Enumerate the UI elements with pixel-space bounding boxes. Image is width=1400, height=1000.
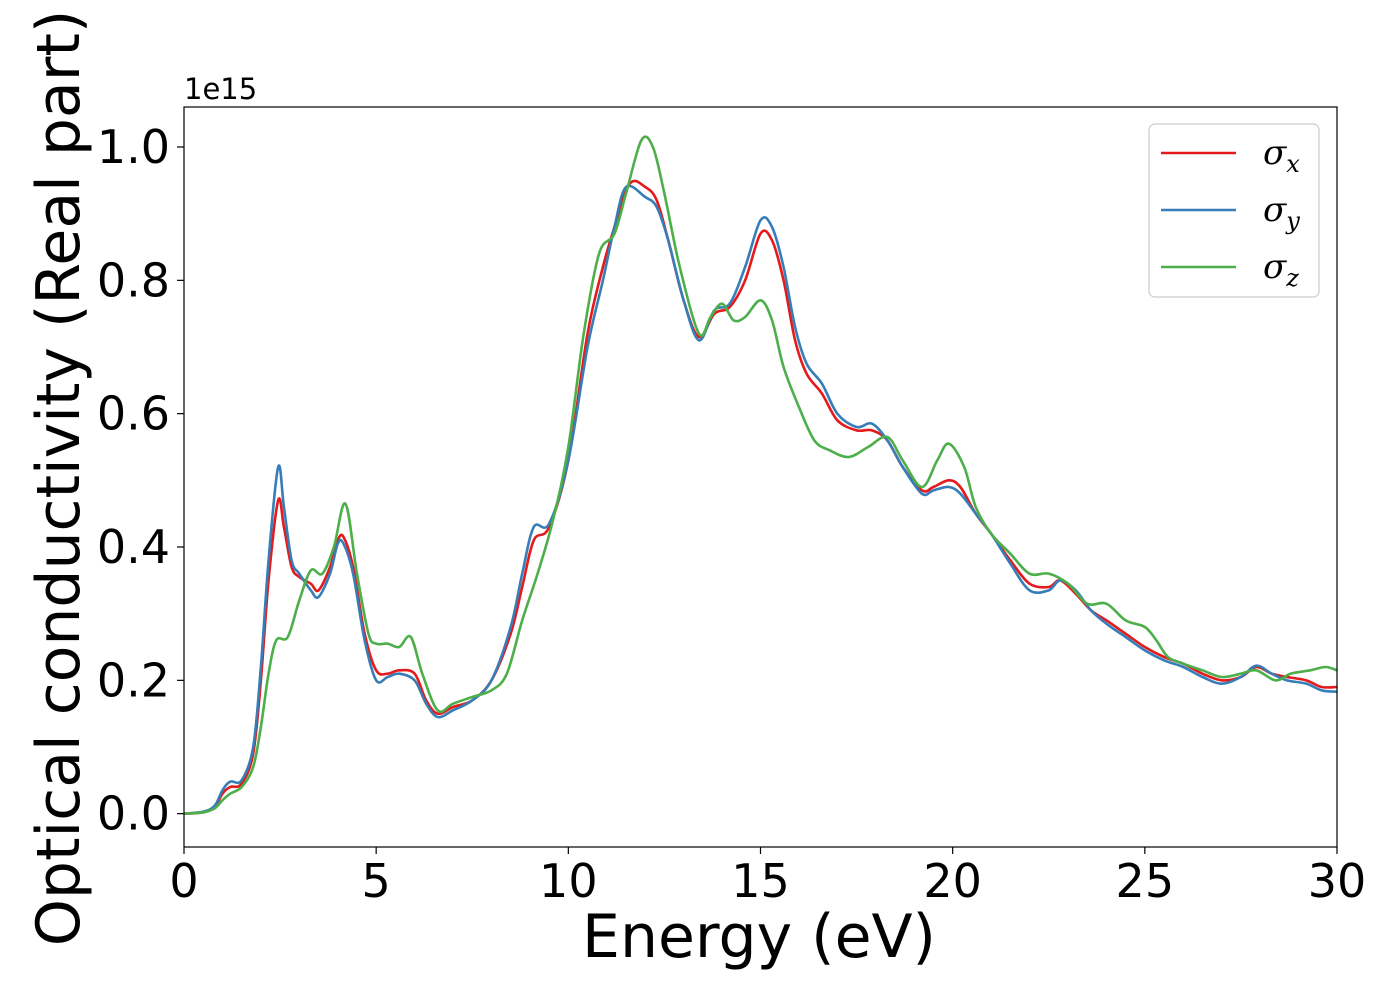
- y-axis-ticks: 0.0 0.2 0.4 0.6 0.8 1.0: [97, 120, 184, 841]
- legend-label-y: σy: [1263, 190, 1300, 235]
- series-line-z: [184, 135, 1337, 815]
- legend-label-subscript: y: [1285, 207, 1300, 235]
- y-tick-label: 0.2: [97, 653, 170, 707]
- y-tick-label: 0.8: [97, 253, 170, 307]
- y-axis-label: Optical conductivity (Real part): [24, 10, 94, 947]
- x-tick-label: 25: [1116, 854, 1175, 908]
- legend-label-base: σ: [1263, 190, 1287, 230]
- y-tick-label: 0.6: [97, 387, 170, 441]
- legend-label-base: σ: [1263, 133, 1287, 173]
- x-tick-label: 30: [1308, 854, 1367, 908]
- series-line-y: [184, 184, 1337, 815]
- x-tick-label: 5: [362, 854, 391, 908]
- y-axis-offset-label: 1e15: [184, 72, 257, 106]
- x-tick-label: 0: [169, 854, 198, 908]
- plot-area: [184, 135, 1337, 815]
- x-tick-label: 10: [539, 854, 598, 908]
- legend-label-subscript: z: [1285, 264, 1299, 292]
- plot-frame: [183, 106, 1338, 848]
- legend-label-subscript: x: [1286, 150, 1300, 178]
- legend-label-base: σ: [1263, 247, 1287, 287]
- x-tick-label: 15: [731, 854, 790, 908]
- y-tick-label: 0.0: [97, 787, 170, 841]
- legend-label-x: σx: [1263, 133, 1300, 178]
- x-tick-label: 20: [923, 854, 982, 908]
- x-axis-label: Energy (eV): [582, 902, 936, 972]
- y-tick-label: 0.4: [97, 520, 170, 574]
- y-tick-label: 1.0: [97, 120, 170, 174]
- legend-label-z: σz: [1263, 247, 1299, 292]
- x-axis-ticks: 0 5 10 15 20 25 30: [169, 847, 1366, 908]
